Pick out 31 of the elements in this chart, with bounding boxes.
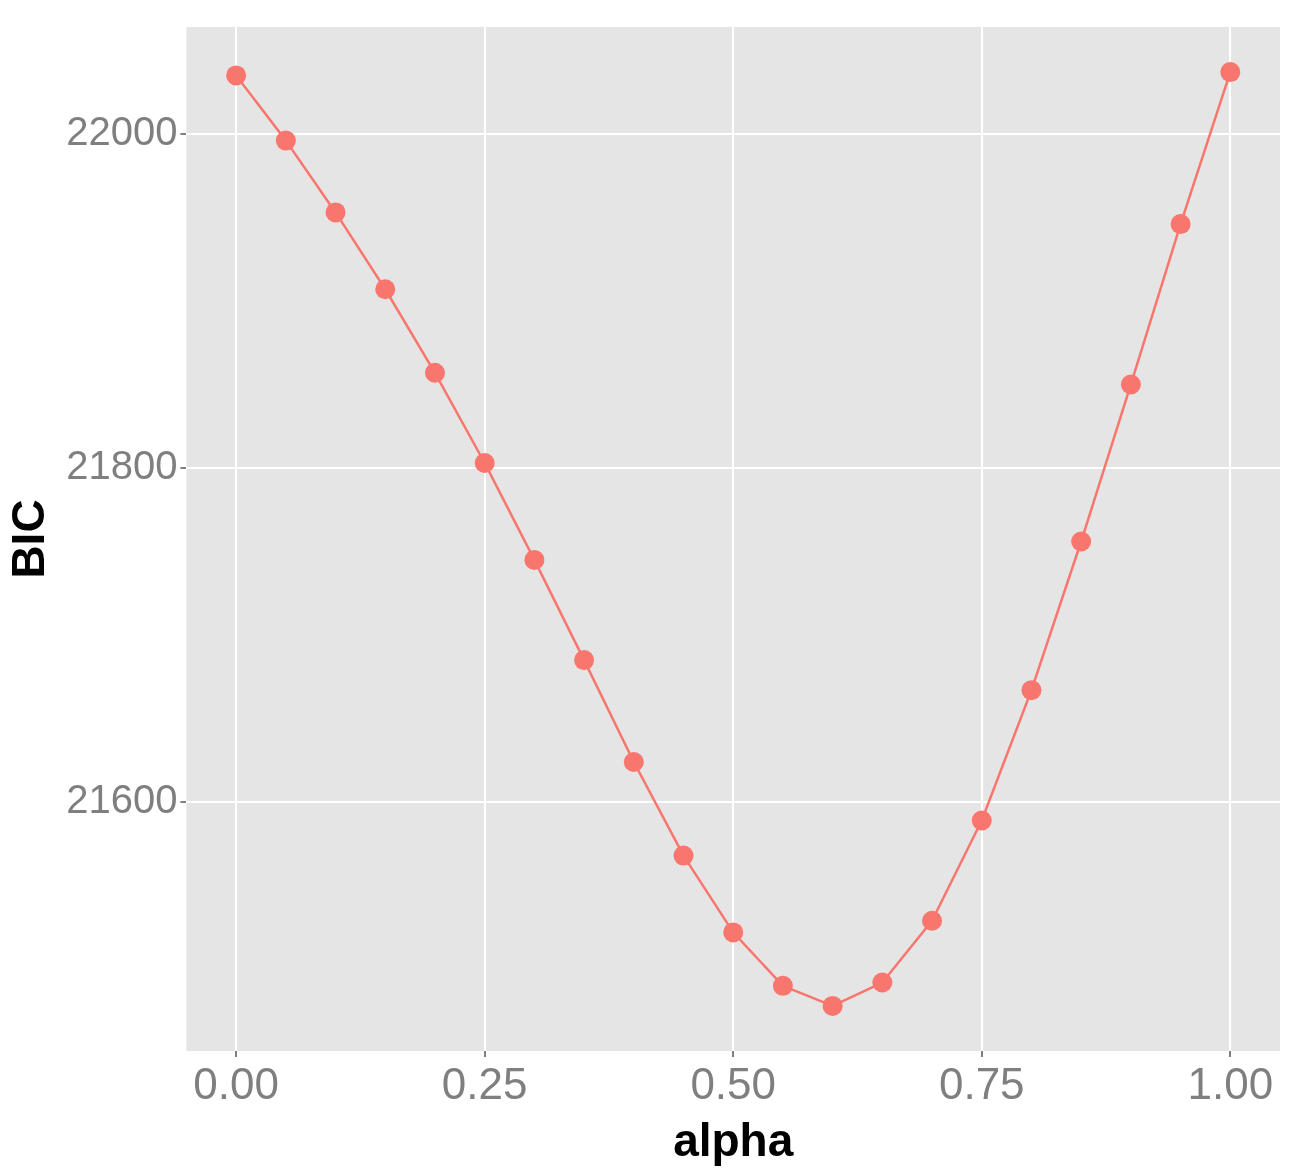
- point: [822, 995, 843, 1016]
- point: [325, 202, 346, 223]
- point: [574, 650, 595, 671]
- point: [375, 279, 396, 300]
- point: [1120, 374, 1141, 395]
- x-axis-title: alpha: [673, 1114, 794, 1167]
- y-tick-label: 22000: [66, 108, 178, 153]
- point: [424, 362, 445, 383]
- x-tick-label: 0.75: [938, 1058, 1025, 1108]
- point: [922, 910, 943, 931]
- x-tick-label: 0.50: [690, 1058, 777, 1108]
- x-tick-label: 0.25: [441, 1058, 528, 1108]
- point: [673, 845, 694, 866]
- point: [1021, 680, 1042, 701]
- y-tick-label: 21600: [66, 777, 178, 822]
- y-tick-label: 21800: [66, 443, 178, 488]
- x-tick-label: 0.00: [193, 1058, 279, 1108]
- point: [623, 752, 644, 773]
- point: [524, 549, 545, 570]
- point: [1220, 62, 1241, 83]
- y-axis-title: BIC: [2, 499, 55, 579]
- point: [1170, 214, 1191, 235]
- point: [971, 810, 992, 831]
- point: [226, 65, 247, 86]
- point: [275, 130, 296, 151]
- point: [1071, 531, 1092, 552]
- point: [772, 975, 793, 996]
- point: [872, 972, 893, 993]
- point: [474, 452, 495, 473]
- point: [723, 922, 744, 943]
- x-tick-label: 1.00: [1187, 1058, 1274, 1108]
